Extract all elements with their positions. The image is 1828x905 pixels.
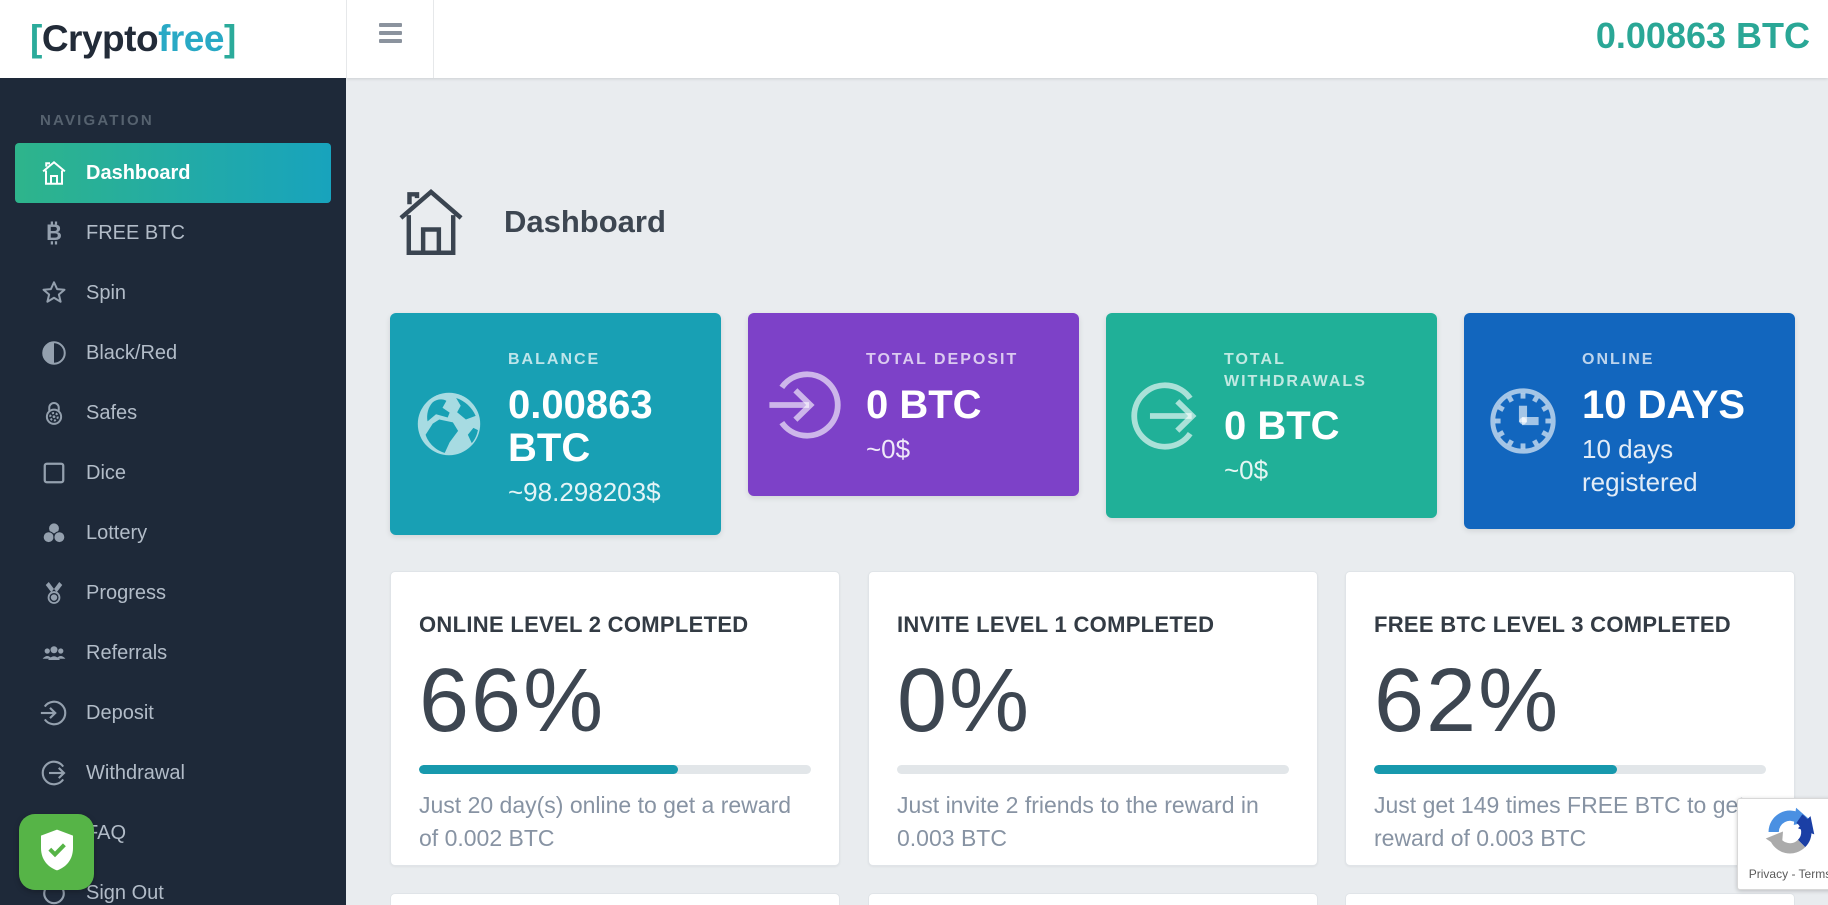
sidebar-item-label: FAQ xyxy=(86,821,127,844)
progress-card-free-btc-level: FREE BTC LEVEL 3 COMPLETED 62% Just get … xyxy=(1345,571,1795,866)
hamburger-icon xyxy=(378,23,402,27)
progress-card-invite-level: INVITE LEVEL 1 COMPLETED 0% Just invite … xyxy=(868,571,1318,866)
withdraw-arrow-icon xyxy=(1106,313,1224,518)
progress-description: Just 20 day(s) online to get a reward of… xyxy=(419,791,792,851)
recaptcha-badge[interactable]: Privacy - Terms xyxy=(1737,798,1828,890)
deposit-arrow-icon xyxy=(748,313,866,496)
logo-text-crypto: Crypto xyxy=(41,18,159,59)
sidebar-item-withdrawal[interactable]: Withdrawal xyxy=(0,743,346,803)
stat-sub-value: ~0$ xyxy=(1224,455,1269,486)
progress-fill xyxy=(419,764,678,774)
sidebar-item-safes[interactable]: Safes xyxy=(0,383,346,443)
top-header: 0.00863 BTC xyxy=(346,0,1828,78)
stat-label: TOTAL WITHDRAWALS xyxy=(1224,351,1367,390)
sidebar-item-spin[interactable]: Spin xyxy=(0,263,346,323)
dice-square-icon xyxy=(38,457,70,489)
adblock-shield-badge[interactable] xyxy=(19,814,94,890)
stat-label: BALANCE xyxy=(508,351,601,368)
header-balance: 0.00863 BTC xyxy=(1595,15,1810,56)
sidebar-section-label: NAVIGATION xyxy=(40,112,154,129)
stat-card-total-deposit: TOTAL DEPOSIT 0 BTC ~0$ xyxy=(748,313,1079,496)
sidebar-item-label: Deposit xyxy=(86,701,154,724)
stat-label: ONLINE xyxy=(1582,351,1655,368)
people-icon xyxy=(38,637,70,669)
sidebar-item-deposit[interactable]: Deposit xyxy=(0,683,346,743)
sidebar-item-referrals[interactable]: Referrals xyxy=(0,623,346,683)
progress-percent: 0% xyxy=(897,651,1032,751)
main-content: Dashboard BALANCE 0.00863 BTC ~98.298203… xyxy=(346,78,1828,905)
stat-value: 10 DAYS xyxy=(1582,382,1746,427)
stat-value: 0 BTC xyxy=(866,382,982,427)
stat-value: 0 BTC xyxy=(1224,404,1340,449)
dashboard-home-icon xyxy=(390,178,472,266)
star-icon xyxy=(38,277,70,309)
sidebar-item-label: Referrals xyxy=(86,641,168,664)
logo-text-free: free xyxy=(158,18,224,59)
sidebar-item-label: Black/Red xyxy=(86,341,178,364)
next-row-card xyxy=(390,893,840,905)
stat-label: TOTAL DEPOSIT xyxy=(866,351,1019,368)
sidebar-item-label: FREE BTC xyxy=(86,221,185,244)
recaptcha-privacy-terms-links[interactable]: Privacy - Terms xyxy=(1748,867,1828,881)
sidebar-item-dice[interactable]: Dice xyxy=(0,443,346,503)
next-row-card xyxy=(868,893,1318,905)
progress-percent: 62% xyxy=(1374,651,1561,751)
sidebar: NAVIGATION Dashboard B xyxy=(0,78,346,905)
page-header: Dashboard xyxy=(390,178,666,266)
svg-text:B: B xyxy=(46,220,62,245)
bitcoin-icon: B xyxy=(38,217,70,249)
stat-card-total-withdrawals: TOTAL WITHDRAWALS 0 BTC ~0$ xyxy=(1106,313,1437,518)
lottery-balls-icon xyxy=(38,517,70,549)
sidebar-item-label: Dashboard xyxy=(86,161,191,184)
stat-value: 0.00863 BTC xyxy=(508,382,653,470)
progress-description: Just invite 2 friends to the reward in 0… xyxy=(897,791,1259,851)
progress-card-title: ONLINE LEVEL 2 COMPLETED xyxy=(419,612,749,637)
page-title: Dashboard xyxy=(504,204,666,239)
stat-card-balance: BALANCE 0.00863 BTC ~98.298203$ xyxy=(390,313,721,535)
sidebar-item-dashboard[interactable]: Dashboard xyxy=(15,143,331,203)
sidebar-item-free-btc[interactable]: B FREE BTC xyxy=(0,203,346,263)
medal-icon xyxy=(38,577,70,609)
progress-percent: 66% xyxy=(419,651,606,751)
half-circle-icon xyxy=(38,337,70,369)
sidebar-item-label: Spin xyxy=(86,281,127,304)
sidebar-item-black-red[interactable]: Black/Red xyxy=(0,323,346,383)
progress-bar xyxy=(1374,764,1766,774)
sidebar-item-label: Safes xyxy=(86,401,138,424)
progress-bar xyxy=(897,764,1289,774)
sidebar-item-label: Withdrawal xyxy=(86,761,185,784)
sidebar-item-label: Lottery xyxy=(86,521,148,544)
next-row-card xyxy=(1345,893,1795,905)
clock-icon xyxy=(1464,313,1582,529)
stat-sub-value: ~98.298203$ xyxy=(508,476,661,507)
sidebar-item-label: Progress xyxy=(86,581,167,604)
progress-card-title: INVITE LEVEL 1 COMPLETED xyxy=(897,612,1215,637)
logo-bracket-right: ] xyxy=(223,18,236,59)
globe-icon xyxy=(390,313,508,535)
sign-in-icon xyxy=(38,697,70,729)
recaptcha-logo-icon xyxy=(1762,807,1818,864)
sidebar-item-lottery[interactable]: Lottery xyxy=(0,503,346,563)
sidebar-toggle-button[interactable] xyxy=(346,0,434,78)
sidebar-item-label: Sign Out xyxy=(86,881,164,904)
progress-fill xyxy=(1374,764,1618,774)
progress-card-online-level: ONLINE LEVEL 2 COMPLETED 66% Just 20 day… xyxy=(390,571,840,866)
home-icon xyxy=(38,157,70,189)
progress-description: Just get 149 times FREE BTC to get a rew… xyxy=(1374,791,1764,851)
sidebar-item-label: Dice xyxy=(86,461,127,484)
sidebar-nav: Dashboard B FREE BTC Sp xyxy=(0,143,346,905)
sign-out-icon xyxy=(38,757,70,789)
stat-card-online: ONLINE 10 DAYS 10 days registered xyxy=(1464,313,1795,529)
sidebar-item-progress[interactable]: Progress xyxy=(0,563,346,623)
stat-sub-value: 10 days registered xyxy=(1582,433,1698,498)
progress-bar xyxy=(419,764,811,774)
logo[interactable]: [Crypto free] xyxy=(0,0,346,78)
padlock-icon xyxy=(38,397,70,429)
progress-card-title: FREE BTC LEVEL 3 COMPLETED xyxy=(1374,612,1731,637)
stat-sub-value: ~0$ xyxy=(866,433,911,464)
logo-bracket-left: [ xyxy=(30,18,42,59)
shield-check-icon xyxy=(33,825,81,880)
